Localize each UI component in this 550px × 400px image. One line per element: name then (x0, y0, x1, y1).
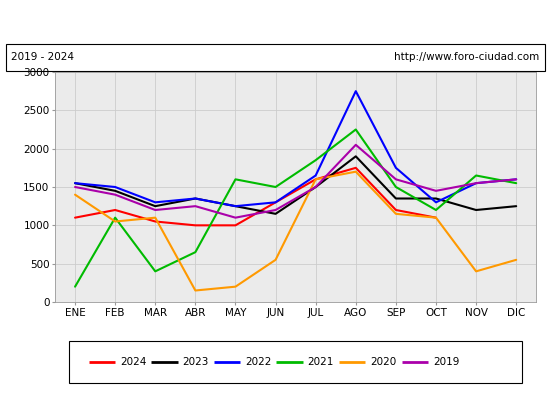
Text: 2019: 2019 (433, 357, 459, 367)
Text: 2020: 2020 (370, 357, 397, 367)
Text: 2019 - 2024: 2019 - 2024 (11, 52, 74, 62)
Bar (69, 341, 522, 383)
Text: Evolucion Nº Turistas Nacionales en el municipio de Cortegana: Evolucion Nº Turistas Nacionales en el m… (66, 14, 484, 28)
Text: 2022: 2022 (245, 357, 272, 367)
Text: 2024: 2024 (120, 357, 146, 367)
Text: 2023: 2023 (183, 357, 209, 367)
Text: 2021: 2021 (307, 357, 334, 367)
Text: http://www.foro-ciudad.com: http://www.foro-ciudad.com (394, 52, 539, 62)
